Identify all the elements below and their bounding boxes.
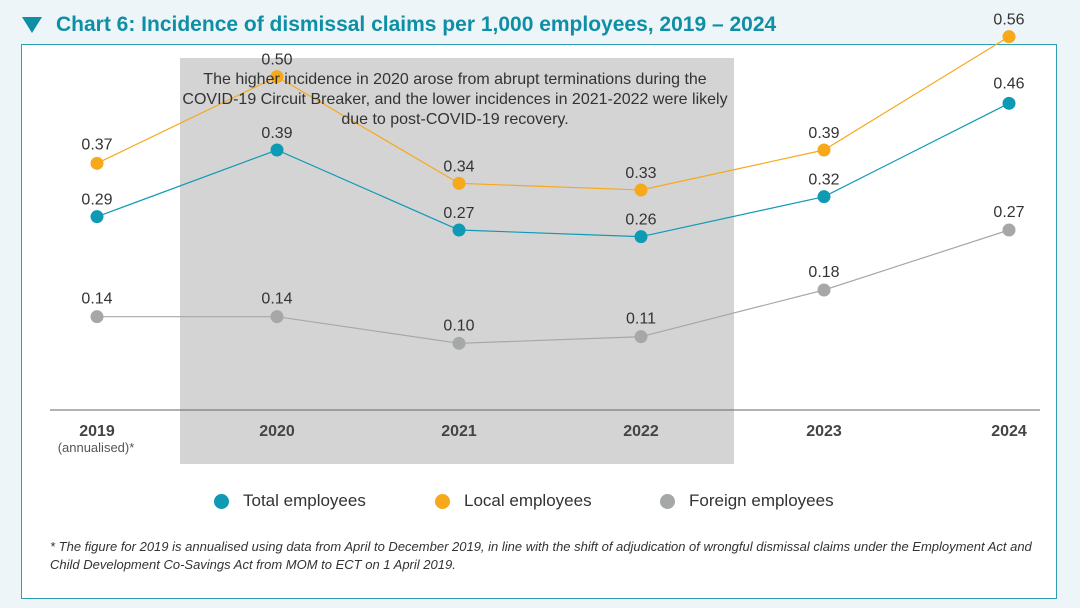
data-label: 0.39 [261, 125, 292, 142]
data-label: 0.33 [625, 165, 656, 182]
data-label: 0.39 [808, 125, 839, 142]
data-label: 0.56 [993, 12, 1024, 29]
data-point [90, 156, 104, 170]
data-label: 0.26 [625, 212, 656, 229]
x-tick-sublabel: (annualised)* [58, 440, 135, 455]
data-point [452, 336, 466, 350]
data-label: 0.46 [993, 75, 1024, 92]
data-point [270, 310, 284, 324]
data-point [634, 330, 648, 344]
data-label: 0.37 [81, 136, 112, 153]
chart-legend: Total employees Local employees Foreign em… [0, 484, 1080, 518]
data-label: 0.10 [443, 317, 474, 334]
data-point [817, 143, 831, 157]
data-point [270, 143, 284, 157]
x-tick-label: 2021 [441, 423, 477, 440]
x-tick-label: 2024 [991, 423, 1027, 440]
data-label: 0.18 [808, 264, 839, 281]
data-point [817, 190, 831, 204]
legend-item: Total employees [214, 484, 366, 518]
chart-title: Chart 6: Incidence of dismissal claims p… [56, 13, 777, 36]
legend-swatch [214, 493, 229, 509]
data-point [634, 183, 648, 197]
data-point [634, 230, 648, 244]
data-point [452, 176, 466, 190]
legend-label: Local employees [464, 491, 592, 510]
x-tick-label: 2019 [79, 423, 115, 440]
data-point [1002, 223, 1016, 237]
series-line-foreign-employees [97, 229, 1010, 344]
highlight-band [180, 58, 734, 464]
legend-label: Total employees [243, 491, 366, 510]
legend-swatch [660, 493, 675, 509]
data-label: 0.14 [261, 291, 292, 308]
chart-footnote: * The figure for 2019 is annualised usin… [50, 539, 1032, 572]
data-point [90, 210, 104, 224]
data-label: 0.50 [261, 52, 292, 69]
legend-item: Foreign employees [660, 484, 834, 518]
chart-annotation: The higher incidence in 2020 arose from … [182, 71, 728, 128]
chart-title-row: Chart 6: Incidence of dismissal claims p… [22, 8, 776, 42]
data-point [452, 223, 466, 237]
x-tick-label: 2023 [806, 423, 842, 440]
series-line-total-employees [96, 102, 1010, 238]
legend-swatch [435, 493, 450, 509]
data-label: 0.27 [443, 205, 474, 222]
data-point [270, 70, 284, 84]
data-label: 0.29 [81, 192, 112, 209]
legend-item: Local employees [435, 484, 592, 518]
data-point [817, 283, 831, 297]
data-label: 0.32 [808, 172, 839, 189]
data-label: 0.34 [443, 158, 474, 175]
data-label: 0.11 [626, 311, 656, 328]
data-label: 0.27 [993, 204, 1024, 221]
collapse-triangle-icon[interactable] [22, 17, 42, 33]
legend-label: Foreign employees [689, 491, 834, 510]
data-point [90, 310, 104, 324]
x-tick-label: 2022 [623, 423, 659, 440]
data-label: 0.14 [81, 291, 112, 308]
series-line-local-employees [96, 36, 1010, 191]
x-tick-label: 2020 [259, 423, 295, 440]
data-point [1002, 30, 1016, 44]
data-point [1002, 96, 1016, 110]
